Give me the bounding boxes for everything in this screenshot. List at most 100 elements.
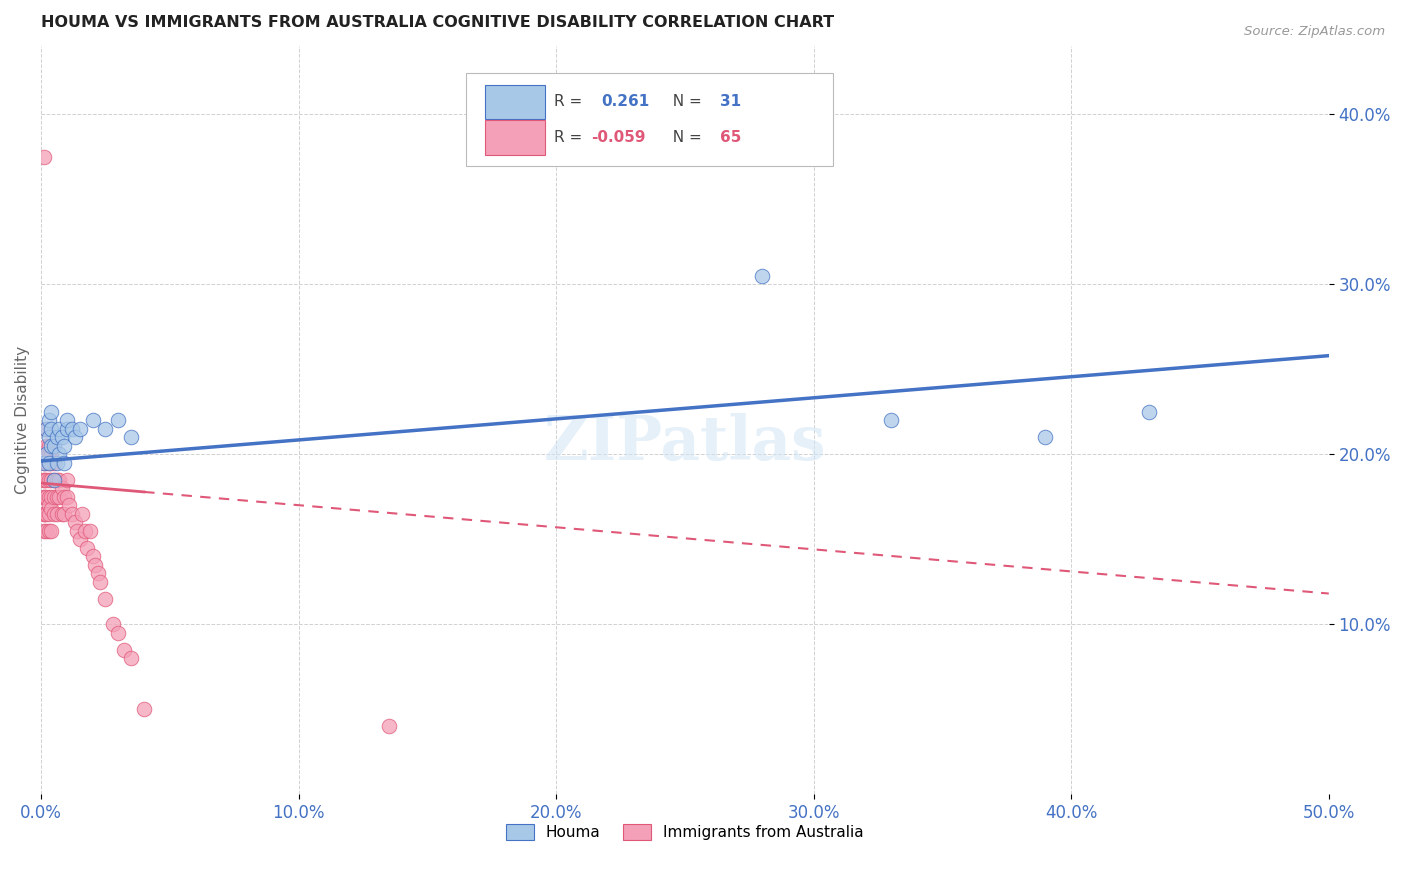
Point xyxy=(35,524,58,538)
FancyBboxPatch shape xyxy=(465,72,832,166)
Point xyxy=(35,447,58,461)
Point xyxy=(120,651,142,665)
Point xyxy=(32,507,55,521)
Point xyxy=(41,501,63,516)
Point xyxy=(32,150,55,164)
Point xyxy=(38,447,60,461)
Point xyxy=(82,413,104,427)
Point xyxy=(1137,405,1160,419)
Point xyxy=(45,430,67,444)
Point xyxy=(35,507,58,521)
Y-axis label: Cognitive Disability: Cognitive Disability xyxy=(15,346,30,494)
Point xyxy=(38,524,60,538)
Point xyxy=(35,439,58,453)
Point xyxy=(69,422,91,436)
Point xyxy=(87,566,110,581)
Point xyxy=(94,422,117,436)
Text: -0.059: -0.059 xyxy=(591,130,645,145)
Point xyxy=(35,422,58,436)
Point xyxy=(48,490,70,504)
Point xyxy=(45,490,67,504)
Point xyxy=(32,507,55,521)
Point xyxy=(32,456,55,470)
Point xyxy=(53,439,76,453)
Point xyxy=(1035,430,1057,444)
Point xyxy=(53,490,76,504)
Text: R =: R = xyxy=(554,95,592,109)
Point xyxy=(41,447,63,461)
Text: N =: N = xyxy=(664,95,707,109)
Point xyxy=(51,507,73,521)
Point xyxy=(48,473,70,487)
FancyBboxPatch shape xyxy=(485,85,544,119)
Point xyxy=(63,430,86,444)
Point xyxy=(42,439,65,453)
Text: ZIPatlas: ZIPatlas xyxy=(544,413,827,473)
Point xyxy=(84,558,107,572)
Point xyxy=(53,507,76,521)
Point xyxy=(38,430,60,444)
Point xyxy=(38,456,60,470)
Point xyxy=(112,642,135,657)
Legend: Houma, Immigrants from Australia: Houma, Immigrants from Australia xyxy=(501,818,870,847)
Point xyxy=(103,617,125,632)
Point xyxy=(56,413,79,427)
Point xyxy=(76,541,98,555)
Point xyxy=(42,473,65,487)
Point xyxy=(48,447,70,461)
Point xyxy=(38,439,60,453)
Point xyxy=(41,456,63,470)
Point xyxy=(69,532,91,546)
Point xyxy=(51,481,73,495)
Text: 65: 65 xyxy=(720,130,741,145)
Point xyxy=(42,507,65,521)
Point xyxy=(32,490,55,504)
FancyBboxPatch shape xyxy=(485,120,544,155)
Point xyxy=(41,490,63,504)
Point xyxy=(378,719,401,733)
Point xyxy=(32,524,55,538)
Point xyxy=(53,456,76,470)
Point xyxy=(41,524,63,538)
Point xyxy=(32,490,55,504)
Point xyxy=(38,490,60,504)
Point xyxy=(35,422,58,436)
Point xyxy=(35,456,58,470)
Point xyxy=(41,473,63,487)
Point xyxy=(107,625,129,640)
Point xyxy=(38,413,60,427)
Point xyxy=(38,456,60,470)
Point xyxy=(41,439,63,453)
Point xyxy=(120,430,142,444)
Point xyxy=(56,490,79,504)
Point xyxy=(42,456,65,470)
Point xyxy=(880,413,903,427)
Point xyxy=(32,473,55,487)
Point xyxy=(32,456,55,470)
Point xyxy=(79,524,101,538)
Point xyxy=(38,473,60,487)
Point xyxy=(72,507,94,521)
Point xyxy=(41,422,63,436)
Point xyxy=(60,422,83,436)
Point xyxy=(32,473,55,487)
Point xyxy=(42,490,65,504)
Point xyxy=(63,515,86,529)
Point xyxy=(89,574,111,589)
Point xyxy=(42,473,65,487)
Point xyxy=(45,473,67,487)
Point xyxy=(35,473,58,487)
Point xyxy=(60,507,83,521)
Point xyxy=(73,524,96,538)
Point xyxy=(38,507,60,521)
Point xyxy=(134,702,156,716)
Text: 31: 31 xyxy=(720,95,741,109)
Point xyxy=(56,473,79,487)
Text: Source: ZipAtlas.com: Source: ZipAtlas.com xyxy=(1244,25,1385,38)
Text: 0.261: 0.261 xyxy=(602,95,650,109)
Point xyxy=(66,524,89,538)
Point xyxy=(35,490,58,504)
Point xyxy=(38,498,60,512)
Text: N =: N = xyxy=(664,130,707,145)
Text: R =: R = xyxy=(554,130,586,145)
